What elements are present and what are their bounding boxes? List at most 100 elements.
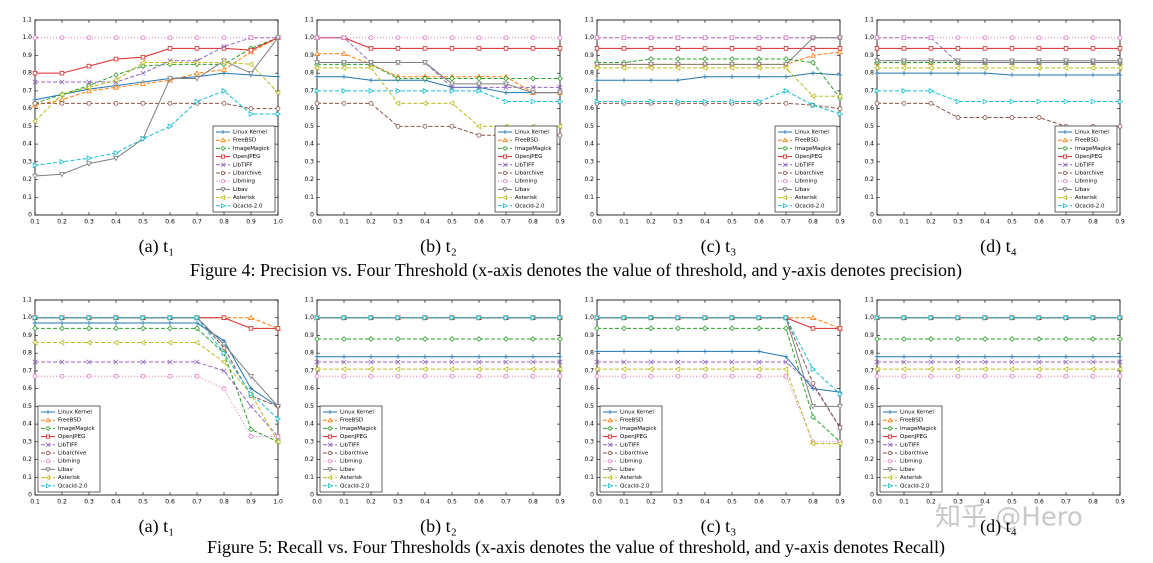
series-line [597, 72, 841, 81]
y-tick-label: 0.7 [584, 367, 594, 374]
data-point [557, 359, 563, 365]
legend-marker [502, 137, 508, 143]
data-point [955, 373, 961, 379]
data-point [503, 35, 509, 41]
data-point [314, 35, 320, 41]
data-point [729, 359, 735, 365]
legend-marker [502, 162, 508, 168]
data-point [58, 91, 65, 98]
series-line [34, 62, 279, 122]
data-point [221, 315, 227, 320]
data-point [166, 339, 173, 346]
data-point [702, 74, 708, 80]
y-tick-label: 0.9 [584, 332, 594, 339]
data-point [395, 60, 401, 66]
data-point [621, 373, 627, 379]
panel-caption: (d) t₄ [980, 236, 1017, 257]
x-tick-label: 0.3 [393, 219, 403, 226]
legend-label: Libming [233, 179, 255, 185]
data-point [166, 59, 173, 66]
data-point [675, 46, 681, 51]
legend-marker [45, 417, 51, 423]
x-tick-label: 0.7 [781, 219, 791, 226]
series-line [317, 53, 560, 94]
legend-marker [887, 425, 893, 431]
legend-label: Linux Kernel [620, 410, 654, 416]
y-tick-label: 0.8 [584, 70, 594, 77]
data-point [1009, 314, 1016, 321]
data-point [113, 359, 119, 365]
series-line [597, 37, 840, 65]
data-point [449, 336, 455, 342]
legend-marker [1062, 137, 1068, 143]
data-point [395, 87, 402, 94]
data-point [341, 35, 347, 41]
y-tick-label: 0 [310, 492, 314, 499]
y-tick-label: 0.4 [584, 421, 594, 428]
data-point [702, 35, 708, 41]
data-point [982, 35, 988, 41]
x-tick-label: 0.1 [30, 219, 40, 226]
x-tick-label: 0.4 [700, 219, 710, 226]
x-tick-label: 0.3 [84, 219, 94, 226]
data-point [167, 123, 174, 130]
data-point [113, 56, 119, 62]
data-point [1117, 35, 1123, 41]
data-point [59, 320, 65, 326]
legend-marker [1062, 179, 1068, 184]
data-point [810, 386, 816, 391]
panel-caption: (c) t₃ [701, 516, 737, 537]
y-tick-label: 0.9 [864, 52, 874, 59]
legend-label: LibTIFF [1075, 162, 1094, 168]
data-point [955, 336, 961, 342]
data-point [1009, 373, 1015, 379]
legend-label: OpenJPEG [620, 434, 647, 440]
legend-marker [887, 474, 892, 481]
y-tick-label: 0.5 [304, 123, 314, 130]
data-point [1036, 336, 1042, 342]
data-point [982, 115, 988, 120]
data-point [810, 314, 816, 320]
x-tick-label: 0.0 [872, 219, 882, 226]
data-point [368, 60, 374, 66]
legend-marker [220, 194, 226, 201]
data-point [340, 64, 347, 71]
series-line [35, 102, 278, 110]
legend-marker [502, 194, 508, 201]
legend-marker [887, 450, 893, 456]
data-point [248, 47, 254, 53]
series-line [597, 67, 840, 97]
x-tick-label: 0.9 [246, 219, 256, 226]
data-point [594, 314, 601, 321]
data-point [422, 354, 428, 360]
data-point [503, 90, 509, 95]
data-point [755, 366, 762, 373]
data-point [368, 100, 374, 106]
data-point [1090, 58, 1096, 64]
legend-label: Libming [1075, 179, 1097, 185]
data-point [1117, 58, 1123, 64]
y-tick-label: 0 [28, 212, 32, 219]
x-tick-label: 0.2 [57, 219, 67, 226]
x-tick-label: 0.6 [474, 219, 484, 226]
data-point [341, 87, 348, 94]
legend-label: Linux Kernel [233, 130, 267, 136]
x-tick-label: 0.0 [592, 219, 602, 226]
data-point [86, 155, 93, 162]
data-point [248, 403, 254, 409]
data-point [341, 100, 347, 106]
legend-marker [327, 417, 333, 423]
data-point [837, 404, 843, 410]
y-tick-label: 0.9 [304, 52, 314, 59]
legend-marker [220, 145, 226, 151]
legend-marker [46, 434, 51, 439]
legend-label: Libav [1075, 187, 1090, 193]
y-tick-label: 1.1 [22, 297, 32, 304]
legend-marker [607, 474, 612, 481]
data-point [648, 62, 654, 68]
x-tick-label: 0.7 [501, 499, 511, 506]
x-tick-label: 0.7 [781, 499, 791, 506]
data-point [59, 35, 65, 41]
data-point [810, 380, 816, 386]
x-tick-label: 0.4 [980, 219, 990, 226]
